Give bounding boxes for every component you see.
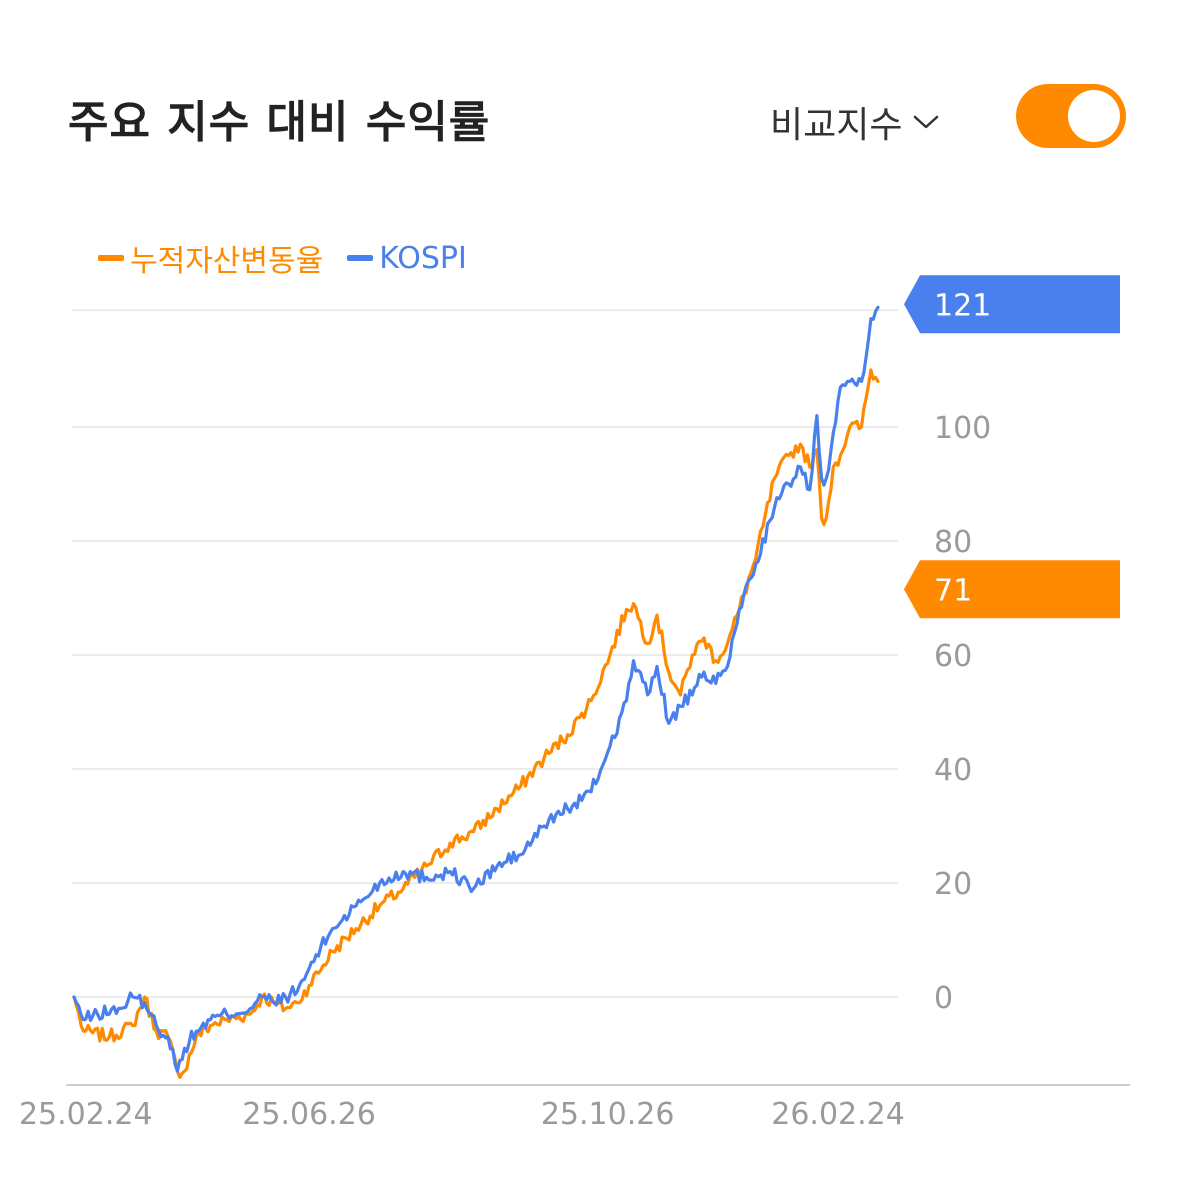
x-tick-label-0: 25.02.24 bbox=[19, 1097, 153, 1132]
legend-swatch-fund bbox=[98, 255, 124, 261]
compare-toggle[interactable] bbox=[1016, 84, 1126, 148]
x-tick-label-3: 26.02.24 bbox=[771, 1097, 905, 1132]
series-line-kospi bbox=[72, 305, 880, 1073]
chevron-down-icon bbox=[914, 115, 939, 129]
last-value-tag-fund bbox=[904, 560, 1120, 619]
compare-index-dropdown[interactable]: 비교지수 bbox=[770, 96, 940, 148]
x-tick-label-1: 25.06.26 bbox=[242, 1097, 376, 1132]
y-tick-label-0: 0 bbox=[934, 981, 953, 1016]
y-tick-label-80: 80 bbox=[934, 525, 972, 560]
page-title: 주요 지수 대비 수익률 bbox=[68, 97, 491, 148]
y-tick-label-40: 40 bbox=[934, 753, 972, 788]
legend-item-kospi: KOSPI bbox=[347, 241, 467, 276]
last-value-label-kospi: 121 bbox=[934, 288, 991, 323]
series-line-fund bbox=[72, 368, 880, 1079]
legend-item-fund: 누적자산변동율 bbox=[98, 236, 323, 280]
legend-label-fund: 누적자산변동율 bbox=[130, 244, 324, 279]
x-tick-label-2: 25.10.26 bbox=[541, 1097, 675, 1132]
toggle-knob bbox=[1068, 90, 1120, 142]
compare-index-label: 비교지수 bbox=[770, 105, 903, 146]
y-tick-label-60: 60 bbox=[934, 639, 972, 674]
last-value-tag-kospi bbox=[904, 275, 1120, 334]
y-tick-label-100: 100 bbox=[934, 411, 991, 446]
y-tick-label-20: 20 bbox=[934, 867, 972, 902]
chart-legend: 누적자산변동율 KOSPI bbox=[98, 236, 491, 280]
legend-label-kospi: KOSPI bbox=[379, 240, 467, 276]
last-value-label-fund: 71 bbox=[934, 573, 972, 608]
legend-swatch-kospi bbox=[347, 255, 374, 261]
